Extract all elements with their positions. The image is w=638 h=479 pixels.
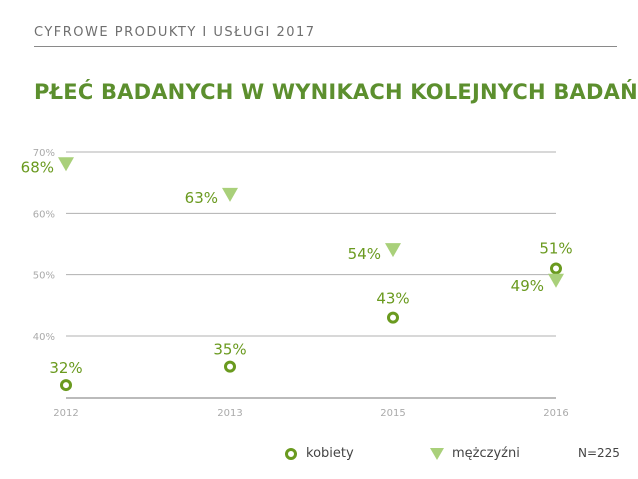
data-label-men: 68% <box>21 158 54 176</box>
y-tick-label: 60% <box>33 209 55 220</box>
data-point-women <box>60 379 72 392</box>
data-label-women: 35% <box>213 341 246 359</box>
sample-size-note: N=225 <box>578 446 620 460</box>
data-label-women: 32% <box>49 359 82 377</box>
chart-title: PŁEĆ BADANYCH W WYNIKACH KOLEJNYCH BADAŃ <box>34 80 638 104</box>
legend-item-men: mężczyźni <box>430 446 520 461</box>
data-label-men: 63% <box>185 189 218 207</box>
data-label-men: 49% <box>511 277 544 295</box>
triangle-marker-icon <box>430 447 444 460</box>
y-tick-label: 70% <box>33 148 55 159</box>
data-label-women: 51% <box>539 240 572 258</box>
legend-item-women: kobiety <box>284 446 354 461</box>
legend-label-women: kobiety <box>306 446 354 461</box>
x-tick-label: 2013 <box>217 408 242 419</box>
data-label-women: 43% <box>376 290 409 308</box>
data-point-men <box>385 243 401 258</box>
x-tick-label: 2016 <box>543 408 568 419</box>
ring-marker-icon <box>285 447 297 460</box>
x-tick-label: 2015 <box>380 408 405 419</box>
y-tick-label: 40% <box>33 332 55 343</box>
data-point-women <box>387 311 399 324</box>
x-tick-label: 2012 <box>53 408 78 419</box>
header-divider <box>34 46 617 47</box>
data-point-men <box>58 157 74 172</box>
report-header-title: CYFROWE PRODUKTY I USŁUGI 2017 <box>34 25 316 40</box>
data-point-men <box>222 187 238 202</box>
data-point-men <box>548 273 564 288</box>
y-tick-label: 50% <box>33 271 55 282</box>
data-point-women <box>550 262 562 275</box>
data-point-women <box>224 360 236 373</box>
legend-label-men: mężczyźni <box>452 446 520 461</box>
data-label-men: 54% <box>348 245 381 263</box>
